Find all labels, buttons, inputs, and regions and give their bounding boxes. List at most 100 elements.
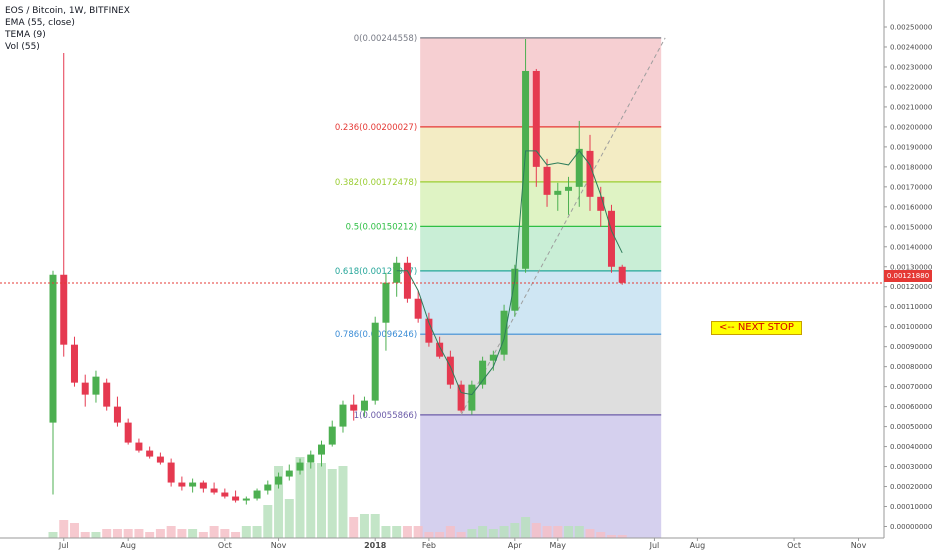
- candle-body: [232, 496, 240, 501]
- price-tick-label: 0.00200000: [890, 123, 932, 131]
- chart-legend: EOS / Bitcoin, 1W, BITFINEX EMA (55, clo…: [5, 5, 130, 53]
- price-tick-label: 0.00100000: [890, 323, 932, 331]
- time-tick-label: Nov: [271, 541, 287, 550]
- fib-zone: [420, 226, 662, 271]
- volume-bar: [327, 469, 337, 538]
- volume-bar: [231, 532, 241, 538]
- volume-bar: [295, 457, 305, 538]
- candle-body: [285, 470, 293, 477]
- price-tick-label: 0.00210000: [890, 103, 932, 111]
- candle-body: [586, 150, 594, 197]
- candle-body: [264, 484, 272, 491]
- tema-line: [396, 150, 623, 396]
- candle-body: [543, 166, 551, 195]
- time-tick-label: May: [550, 541, 567, 550]
- price-tick-label: 0.00020000: [890, 483, 932, 491]
- volume-bar: [521, 517, 531, 538]
- candle-body: [414, 298, 422, 319]
- volume-bar: [370, 514, 380, 538]
- time-tick-label: Aug: [690, 541, 706, 550]
- legend-tema[interactable]: TEMA (9): [5, 30, 46, 40]
- candle-body: [489, 354, 497, 361]
- volume-bar: [166, 526, 176, 538]
- candle-body: [457, 384, 465, 411]
- volume-bar: [488, 529, 498, 538]
- candle-body: [339, 404, 347, 427]
- volume-bar: [617, 535, 627, 538]
- time-tick-label: Oct: [787, 541, 801, 550]
- candle-body: [425, 318, 433, 343]
- candle-body: [199, 482, 207, 489]
- volume-bar: [284, 499, 294, 538]
- next-stop-note[interactable]: <-- NEXT STOP: [711, 321, 802, 335]
- candle-body: [479, 360, 487, 385]
- fib-level-label: 0.236(0.00200027): [335, 123, 417, 133]
- time-tick-label: Oct: [218, 541, 232, 550]
- price-tick-label: 0.00110000: [890, 303, 932, 311]
- volume-bar: [478, 526, 488, 538]
- volume-bar: [188, 529, 198, 538]
- candle-body: [328, 426, 336, 445]
- volume-bar: [435, 532, 445, 538]
- volume-bar: [596, 532, 606, 538]
- candle-body: [307, 454, 315, 463]
- fib-zone: [420, 334, 662, 415]
- candle-body: [565, 186, 573, 191]
- current-price-tag: 0.00121880: [884, 270, 932, 282]
- volume-bar: [134, 529, 144, 538]
- candle-body: [242, 498, 250, 501]
- time-axis: Jul Aug Oct Nov 2018 Feb Apr May Jul Aug Oct Nov: [58, 538, 867, 550]
- fib-level-label: 0.5(0.00150212): [346, 222, 418, 232]
- candle-body: [360, 400, 368, 411]
- candle-body: [393, 262, 401, 283]
- volume-bar: [445, 526, 455, 538]
- price-tick-label: 0.00230000: [890, 63, 932, 71]
- price-tick-label: 0.00160000: [890, 203, 932, 211]
- candle-body: [81, 382, 89, 395]
- fib-zone: [420, 414, 662, 538]
- volume-bar: [456, 532, 466, 538]
- volume-bar: [381, 526, 391, 538]
- candle-body: [371, 322, 379, 401]
- candle-body: [597, 196, 605, 211]
- fib-zone: [420, 181, 662, 227]
- volume-bar: [349, 517, 359, 538]
- volume-bar: [553, 526, 563, 538]
- time-tick-label: Apr: [508, 541, 523, 550]
- price-tick-label: 0.00250000: [890, 24, 932, 32]
- time-tick-label: Aug: [120, 541, 136, 550]
- volume-bar: [241, 526, 251, 538]
- volume-bar: [112, 529, 122, 538]
- candle-body: [253, 490, 261, 499]
- candle-body: [103, 382, 111, 407]
- candle-body: [618, 266, 626, 283]
- price-tick-label: 0.00040000: [890, 443, 932, 451]
- legend-ema[interactable]: EMA (55, close): [5, 18, 75, 28]
- fib-level-label: 0(0.00244558): [354, 34, 417, 44]
- legend-symbol[interactable]: EOS / Bitcoin, 1W, BITFINEX: [5, 6, 130, 16]
- volume-bar: [392, 526, 402, 538]
- volume-bar: [145, 532, 155, 538]
- price-tick-label: 0.00180000: [890, 163, 932, 171]
- time-tick-label: Jul: [58, 541, 69, 550]
- volume-bar: [91, 532, 101, 538]
- price-tick-label: 0.00170000: [890, 183, 932, 191]
- volume-bar: [531, 523, 541, 538]
- candle-body: [124, 422, 132, 443]
- volume-bar: [102, 529, 112, 538]
- volume-bar: [413, 526, 423, 538]
- price-tick-label: 0.00120000: [890, 283, 932, 291]
- candle-body: [210, 488, 218, 493]
- legend-vol[interactable]: Vol (55): [5, 42, 40, 52]
- candle-body: [92, 376, 100, 395]
- candle-body: [532, 70, 540, 167]
- candle-body: [60, 274, 68, 345]
- price-tick-label: 0.00070000: [890, 383, 932, 391]
- volume-bar: [209, 526, 219, 538]
- volume-bar: [402, 526, 412, 538]
- time-tick-label: 2018: [364, 541, 387, 550]
- trend-line: [460, 37, 666, 416]
- fib-level-label: 1(0.00055866): [354, 411, 417, 421]
